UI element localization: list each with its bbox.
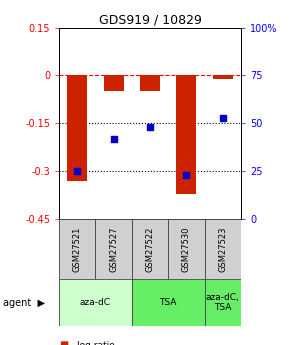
Bar xyxy=(132,219,168,279)
Text: aza-dC: aza-dC xyxy=(80,298,111,307)
Text: TSA: TSA xyxy=(159,298,177,307)
Bar xyxy=(59,219,95,279)
Bar xyxy=(168,219,205,279)
Text: GSM27522: GSM27522 xyxy=(145,227,155,272)
Text: GSM27521: GSM27521 xyxy=(73,227,82,272)
Bar xyxy=(104,76,124,91)
Text: GSM27523: GSM27523 xyxy=(218,227,227,272)
Bar xyxy=(176,76,196,194)
Bar xyxy=(205,219,241,279)
Text: ■: ■ xyxy=(59,340,68,345)
Bar xyxy=(59,279,132,326)
Point xyxy=(111,136,116,141)
Bar xyxy=(132,279,205,326)
Text: agent  ▶: agent ▶ xyxy=(3,298,45,308)
Text: log ratio: log ratio xyxy=(77,341,115,345)
Text: aza-dC,
TSA: aza-dC, TSA xyxy=(206,293,240,313)
Bar xyxy=(95,219,132,279)
Bar xyxy=(140,76,160,91)
Text: GSM27527: GSM27527 xyxy=(109,227,118,272)
Point xyxy=(75,168,80,174)
Point xyxy=(148,125,152,130)
Point xyxy=(220,115,225,120)
Point xyxy=(184,172,189,178)
Bar xyxy=(205,279,241,326)
Bar xyxy=(213,76,233,79)
Title: GDS919 / 10829: GDS919 / 10829 xyxy=(98,13,201,27)
Bar xyxy=(67,76,87,181)
Text: GSM27530: GSM27530 xyxy=(182,227,191,272)
